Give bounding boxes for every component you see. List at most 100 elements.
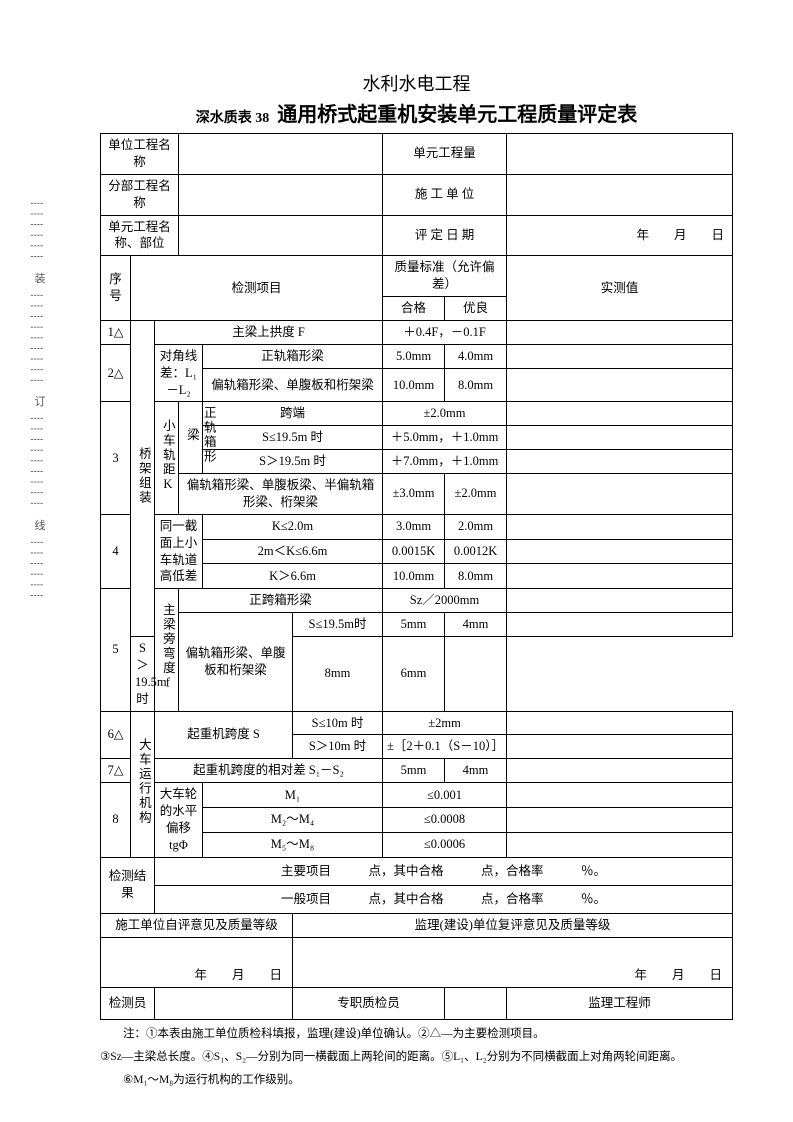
r8a: M₁ xyxy=(203,783,383,808)
r4c-meas[interactable] xyxy=(507,564,733,589)
result-label: 检测结果 xyxy=(101,857,155,913)
r4b: 2m＜K≤6.6m xyxy=(203,539,383,564)
r2b-meas[interactable] xyxy=(507,369,733,402)
r6b: S＞10m 时 xyxy=(293,735,383,759)
r3-seq: 3 xyxy=(101,402,131,514)
r4-seq: 4 xyxy=(101,514,131,589)
r1-val: ＋0.4F，－0.1F xyxy=(383,320,507,344)
title-block: 水利水电工程 深水质表 38 通用桥式起重机安装单元工程质量评定表 xyxy=(100,70,733,127)
binding-zhuang: 装 xyxy=(30,270,50,286)
title-prefix: 深水质表 38 xyxy=(196,107,270,127)
r7-pass: 5mm xyxy=(383,759,445,783)
col-measured: 实测值 xyxy=(507,256,733,321)
r7-meas[interactable] xyxy=(507,759,733,783)
r2b-label: 偏轨箱形梁、单腹板和桁架梁 xyxy=(203,369,383,402)
note-2: ③Sᴢ—主梁总长度。④S₁、S₂—分别为同一横截面上两轮间的距离。⑤L₁、L₂分… xyxy=(100,1049,733,1066)
r7-seq: 7△ xyxy=(101,759,131,783)
cell-unit-part[interactable] xyxy=(179,215,383,256)
r3a-val: ±2.0mm xyxy=(383,402,507,426)
r2a-pass: 5.0mm xyxy=(383,344,445,369)
sig-supervisor[interactable]: 监理工程师 xyxy=(507,987,733,1019)
r6a-val: ±2mm xyxy=(383,711,507,735)
op-self-area[interactable]: 年 月 日 xyxy=(101,937,293,987)
title-main: 通用桥式起重机安装单元工程质量评定表 xyxy=(277,98,637,127)
r6-seq: 6△ xyxy=(101,711,131,759)
r4-label: 同一截面上小车轨道高低差 xyxy=(155,514,203,589)
hdr-unit-proj-name: 单位工程名称 xyxy=(101,134,179,175)
r5b2-meas[interactable] xyxy=(445,637,507,712)
note-3: ⑥M₁～M₈为运行机构的工作级别。 xyxy=(100,1072,733,1089)
col-seq: 序号 xyxy=(101,256,131,321)
cell-sub-proj-name[interactable] xyxy=(179,174,383,215)
hdr-unit-part: 单元工程名称、部位 xyxy=(101,215,179,256)
r8b-meas[interactable] xyxy=(507,807,733,832)
r3d-pass: ±3.0mm xyxy=(383,474,445,515)
binding-xian: 线 xyxy=(30,517,50,533)
note-1: 注：①本表由施工单位质检科填报，监理(建设)单位确认。②△—为主要检测项目。 xyxy=(100,1026,733,1043)
r2b-good: 8.0mm xyxy=(445,369,507,402)
op-self-label: 施工单位自评意见及质量等级 xyxy=(101,913,293,937)
r1-meas[interactable] xyxy=(507,320,733,344)
op-sup-area[interactable]: 年 月 日 xyxy=(293,937,733,987)
r2a-label: 正轨箱形梁 xyxy=(203,344,383,369)
r3b: S≤19.5m 时 xyxy=(203,426,383,450)
r5a: 正跨箱形梁 xyxy=(179,589,383,613)
r5-seq: 5 xyxy=(101,589,131,711)
r8b-val: ≤0.0008 xyxy=(383,807,507,832)
r3d-meas[interactable] xyxy=(507,474,733,515)
r5b1-meas[interactable] xyxy=(507,613,733,637)
grp-bridge: 桥架组装 xyxy=(131,320,155,636)
binding-ding: 订 xyxy=(30,393,50,409)
col-pass: 合格 xyxy=(383,297,445,321)
r2a-meas[interactable] xyxy=(507,344,733,369)
binding-margin: ┊┊┊┊┊┊ 装 ┊┊┊┊┊┊┊┊┊ 订 ┊┊┊┊┊┊┊┊┊ 线 ┊┊┊┊┊┊ xyxy=(30,200,50,603)
result-line1[interactable]: 主要项目 点，其中合格 点，合格率 ％。 xyxy=(155,857,733,885)
r2a-good: 4.0mm xyxy=(445,344,507,369)
r5-outer: 主梁旁弯度f xyxy=(155,589,179,711)
col-test-item: 检测项目 xyxy=(131,256,383,321)
r4a-meas[interactable] xyxy=(507,514,733,539)
r7-good: 4mm xyxy=(445,759,507,783)
result-line2[interactable]: 一般项目 点，其中合格 点，合格率 ％。 xyxy=(155,885,733,913)
r8a-meas[interactable] xyxy=(507,783,733,808)
r3-outer: 小车轨距K xyxy=(155,402,179,514)
grp-cart: 大车运行机构 xyxy=(131,711,155,857)
r8b: M₂～M₄ xyxy=(203,807,383,832)
r8-label: 大车轮的水平偏移tgΦ xyxy=(155,783,203,858)
r8c-meas[interactable] xyxy=(507,832,733,857)
r5b2-good: 6mm xyxy=(383,637,445,712)
r6a-meas[interactable] xyxy=(507,711,733,735)
title-super: 水利水电工程 xyxy=(100,70,733,96)
r4b-meas[interactable] xyxy=(507,539,733,564)
r3d-good: ±2.0mm xyxy=(445,474,507,515)
r5a-val: Sᴢ／2000mm xyxy=(383,589,507,613)
r3b-val: ＋5.0mm，＋1.0mm xyxy=(383,426,507,450)
r6b-meas[interactable] xyxy=(507,735,733,759)
r5b2: S＞19.5m时 xyxy=(131,637,155,712)
sig-inspector[interactable] xyxy=(155,987,293,1019)
r3a-meas[interactable] xyxy=(507,402,733,426)
r3d: 偏轨箱形梁、单腹板梁、半偏轨箱形梁、桁架梁 xyxy=(179,474,383,515)
r3b-meas[interactable] xyxy=(507,426,733,450)
r3c-meas[interactable] xyxy=(507,450,733,474)
r6a: S≤10m 时 xyxy=(293,711,383,735)
cell-contractor[interactable] xyxy=(507,174,733,215)
sig-inspector-label: 检测员 xyxy=(101,987,155,1019)
cell-unit-proj-name[interactable] xyxy=(179,134,383,175)
r3c: S＞19.5m 时 xyxy=(203,450,383,474)
r5b1-good: 4mm xyxy=(445,613,507,637)
r2-seq: 2△ xyxy=(101,344,131,402)
r1-label: 主梁上拱度 F xyxy=(155,320,383,344)
sig-qc[interactable] xyxy=(445,987,507,1019)
r4a: K≤2.0m xyxy=(203,514,383,539)
hdr-unit-qty: 单元工程量 xyxy=(383,134,507,175)
cell-eval-date[interactable]: 年 月 日 xyxy=(507,215,733,256)
r3a: 跨端 xyxy=(203,402,383,426)
r2-label: 对角线差：L₁－L₂ xyxy=(155,344,203,402)
cell-unit-qty[interactable] xyxy=(507,134,733,175)
r5b2-pass: 8mm xyxy=(293,637,383,712)
r5a-meas[interactable] xyxy=(507,589,733,613)
col-good: 优良 xyxy=(445,297,507,321)
r5b1-pass: 5mm xyxy=(383,613,445,637)
col-std: 质量标准（允许偏差） xyxy=(383,256,507,297)
